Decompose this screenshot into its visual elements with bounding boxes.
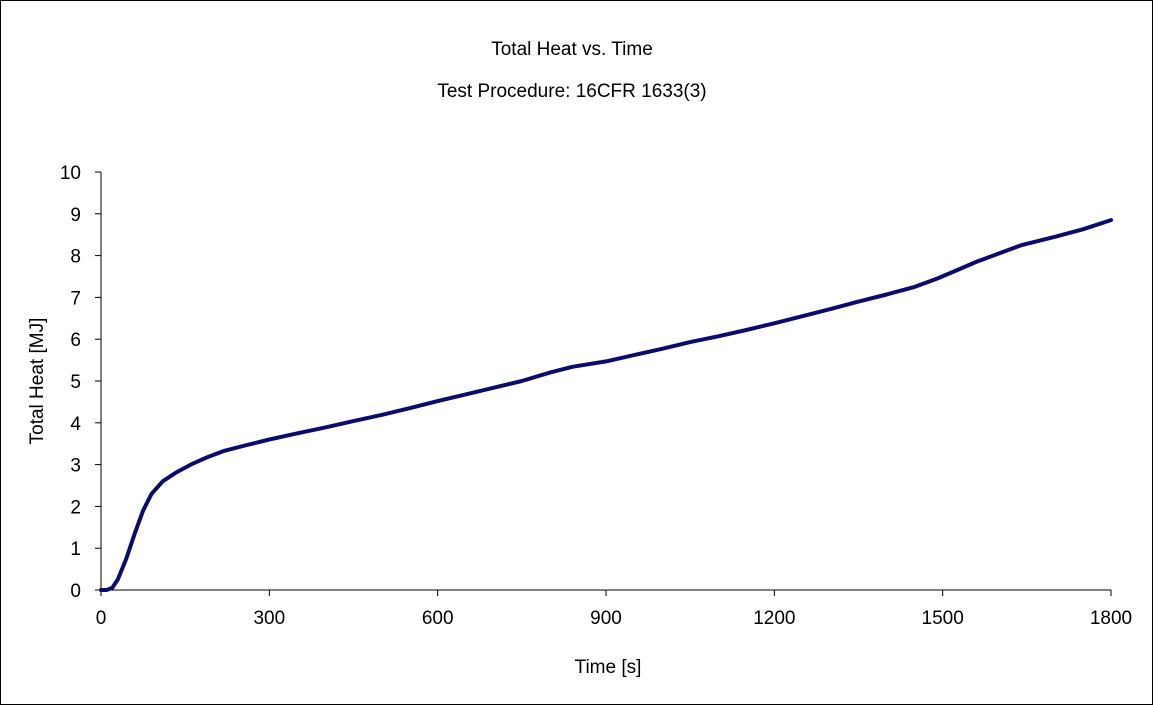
y-tick-label: 8 [70,247,81,268]
y-axis-ticks: 0 1 2 3 4 5 6 7 8 9 10 [60,163,101,602]
y-tick-label: 9 [70,205,81,226]
x-tick-label: 0 [96,608,107,629]
chart-subtitle: Test Procedure: 16CFR 1633(3) [437,81,706,102]
x-tick-label: 1500 [922,608,964,629]
x-axis-title: Time [s] [575,657,642,678]
x-tick-label: 600 [422,608,454,629]
chart-title: Total Heat vs. Time [491,39,653,60]
y-tick-label: 6 [70,330,81,351]
y-tick-label: 0 [70,581,81,602]
y-axis-title: Total Heat [MJ] [27,318,48,445]
x-tick-label: 1800 [1090,608,1132,629]
x-tick-label: 300 [253,608,285,629]
x-axis-ticks: 0 300 600 900 1200 1500 1800 [96,590,1132,629]
x-tick-label: 900 [590,608,622,629]
y-tick-label: 3 [70,456,81,477]
y-tick-label: 1 [70,539,81,560]
x-tick-label: 1200 [753,608,795,629]
y-tick-label: 2 [70,497,81,518]
y-tick-label: 4 [70,414,81,435]
y-tick-label: 7 [70,288,81,309]
total-heat-series-line [99,218,1113,592]
y-tick-label: 5 [70,372,81,393]
y-tick-label: 10 [60,163,81,184]
